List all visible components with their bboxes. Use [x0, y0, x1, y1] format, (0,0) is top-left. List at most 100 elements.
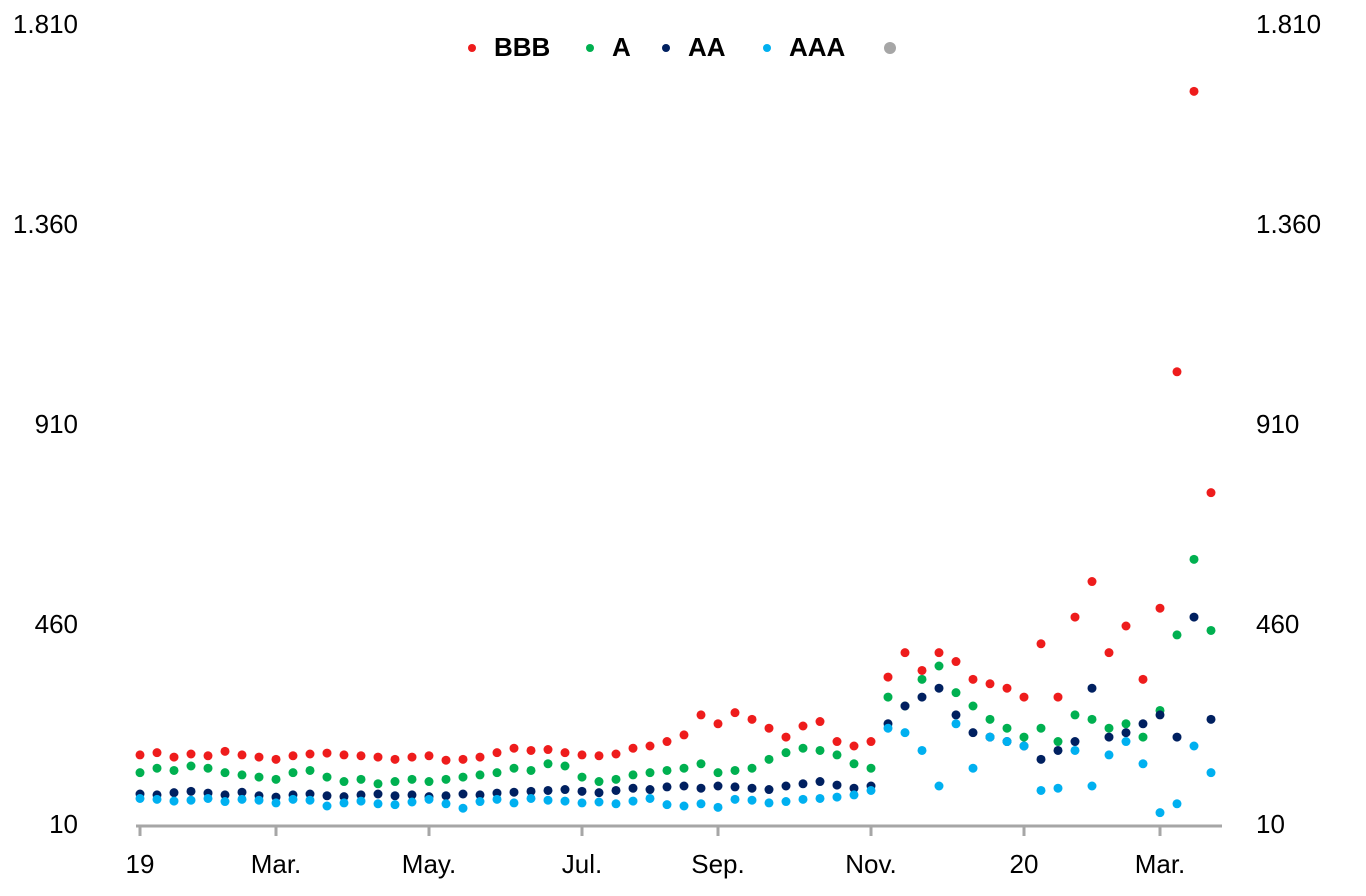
point: [543, 795, 553, 805]
point: [883, 692, 893, 702]
point: [509, 743, 519, 753]
point: [543, 759, 553, 769]
point: [1087, 781, 1097, 791]
point: [356, 774, 366, 784]
point: [1138, 732, 1148, 742]
point: [1104, 723, 1114, 733]
point: [883, 723, 893, 733]
point: [169, 765, 179, 775]
point: [594, 788, 604, 798]
point: [764, 798, 774, 808]
point: [560, 748, 570, 758]
point: [628, 796, 638, 806]
point: [645, 741, 655, 751]
point: [594, 797, 604, 807]
point: [1138, 759, 1148, 769]
point: [1206, 625, 1216, 635]
point: [492, 748, 502, 758]
point: [577, 750, 587, 760]
point: [152, 794, 162, 804]
point: [271, 754, 281, 764]
point: [866, 763, 876, 773]
point: [169, 796, 179, 806]
point: [526, 793, 536, 803]
point: [356, 790, 366, 800]
point: [424, 794, 434, 804]
point: [628, 743, 638, 753]
point: [322, 748, 332, 758]
point: [492, 794, 502, 804]
point: [356, 751, 366, 761]
point: [356, 796, 366, 806]
x-tick-label: 19: [126, 849, 155, 879]
point: [917, 674, 927, 684]
point: [1053, 692, 1063, 702]
point: [1155, 808, 1165, 818]
point: [1206, 488, 1216, 498]
point: [900, 648, 910, 658]
point: [1036, 754, 1046, 764]
point: [577, 786, 587, 796]
point: [1019, 732, 1029, 742]
point: [203, 751, 213, 761]
y-tick-label: 460: [35, 609, 78, 639]
point: [135, 793, 145, 803]
point: [407, 774, 417, 784]
point: [1155, 603, 1165, 613]
point: [407, 752, 417, 762]
x-tick-label: Jul.: [562, 849, 602, 879]
point: [186, 786, 196, 796]
point: [832, 737, 842, 747]
point: [747, 714, 757, 724]
point: [832, 792, 842, 802]
point: [186, 749, 196, 759]
point: [951, 688, 961, 698]
y2-tick-label: 1.810: [1256, 9, 1321, 39]
point: [611, 774, 621, 784]
point: [900, 701, 910, 711]
point: [764, 723, 774, 733]
point: [424, 751, 434, 761]
point: [1070, 745, 1080, 755]
point: [509, 798, 519, 808]
point: [322, 801, 332, 811]
point: [662, 782, 672, 792]
point: [577, 798, 587, 808]
point: [645, 768, 655, 778]
point: [1189, 741, 1199, 751]
point: [832, 780, 842, 790]
point: [203, 793, 213, 803]
legend-label: BBB: [494, 32, 550, 62]
point: [951, 719, 961, 729]
point: [220, 746, 230, 756]
point: [815, 777, 825, 787]
point: [373, 779, 383, 789]
x-tick-label: Mar.: [251, 849, 302, 879]
point: [1036, 639, 1046, 649]
point: [849, 759, 859, 769]
point: [1121, 719, 1131, 729]
point: [475, 797, 485, 807]
point: [611, 749, 621, 759]
point: [1172, 799, 1182, 809]
point: [662, 800, 672, 810]
point: [1155, 710, 1165, 720]
point: [475, 770, 485, 780]
point: [1002, 683, 1012, 693]
point: [1138, 674, 1148, 684]
point: [339, 777, 349, 787]
legend-marker: [468, 44, 476, 52]
point: [373, 752, 383, 762]
y2-tick-label: 910: [1256, 409, 1299, 439]
point: [1019, 692, 1029, 702]
point: [526, 765, 536, 775]
point: [288, 751, 298, 761]
point: [781, 748, 791, 758]
point: [424, 777, 434, 787]
point: [917, 665, 927, 675]
point: [1189, 612, 1199, 622]
point: [509, 787, 519, 797]
point: [1087, 683, 1097, 693]
point: [1053, 737, 1063, 747]
